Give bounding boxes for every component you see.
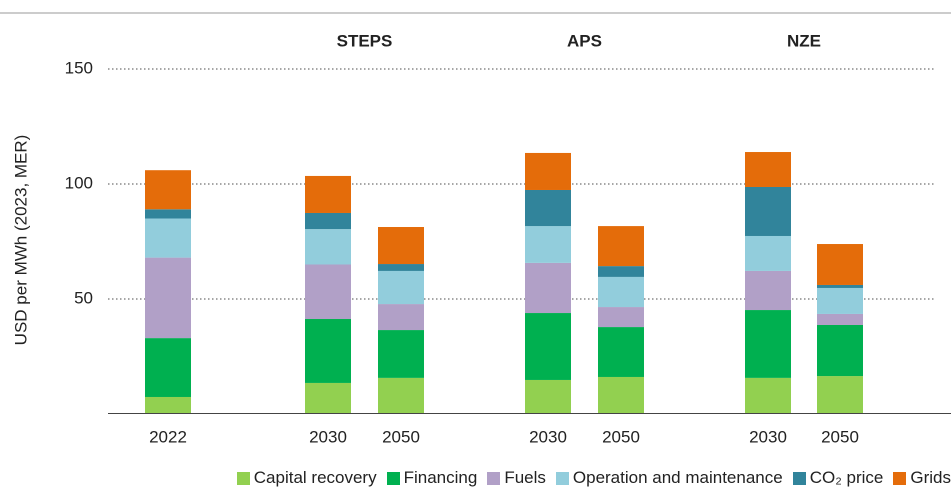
legend-item: Fuels [487, 468, 546, 488]
group-label: STEPS [337, 31, 393, 50]
legend-label: CO₂ price [809, 468, 884, 487]
bar-segment [745, 186, 791, 236]
bar-segment [817, 244, 863, 285]
legend-swatch [487, 471, 501, 485]
bar-segment [745, 270, 791, 311]
bar-segment [598, 307, 644, 328]
bar-segment [745, 310, 791, 378]
legend-item: CO₂ price [792, 468, 884, 488]
x-tick-label: 2022 [149, 427, 187, 446]
bar-segment [145, 170, 191, 210]
bar-segment [525, 262, 571, 314]
bar-segment [525, 189, 571, 227]
y-axis-label: USD per MWh (2023, MER) [11, 135, 30, 346]
x-tick-label: 2030 [749, 427, 787, 446]
bar-segment [305, 319, 351, 383]
bar-segment [525, 152, 571, 190]
x-tick-label: 2050 [602, 427, 640, 446]
x-tick-label: 2050 [821, 427, 859, 446]
bar-segment [525, 379, 571, 414]
bar-segment [378, 270, 424, 305]
legend-swatch [893, 471, 907, 485]
bar-segment [145, 218, 191, 258]
legend-item: Capital recovery [236, 468, 377, 488]
legend-label: Capital recovery [253, 468, 377, 487]
y-tick-label: 150 [65, 58, 93, 77]
bar-segment [745, 377, 791, 414]
bar-segment [145, 396, 191, 414]
bar-segment [817, 313, 863, 325]
bar-segment [817, 287, 863, 314]
x-tick-label: 2050 [382, 427, 420, 446]
bar-segment [305, 212, 351, 230]
bar-segment [378, 264, 424, 271]
bar-segment [305, 382, 351, 414]
legend-swatch [386, 471, 400, 485]
bar-segment [145, 257, 191, 339]
bar-segment [598, 327, 644, 377]
legend-item: Grids [893, 468, 951, 488]
bar-segment [817, 284, 863, 288]
bar-segment [598, 226, 644, 267]
bar-segment [525, 226, 571, 263]
bar-segment [745, 152, 791, 187]
bar-segment [525, 313, 571, 380]
chart: USD per MWh (2023, MER) 50 100 150 2022 2030… [0, 12, 951, 446]
bar-segment [305, 264, 351, 320]
bar-segment [305, 175, 351, 213]
bar-segment [378, 304, 424, 331]
bar-segment [378, 330, 424, 378]
legend: Capital recovery Financing Fuels Operation … [0, 468, 951, 488]
legend-item: Financing [386, 468, 478, 488]
legend-label: Fuels [504, 468, 546, 487]
bar-segment [378, 227, 424, 265]
bar-segment [817, 376, 863, 414]
x-tick-label: 2030 [309, 427, 347, 446]
legend-label: Grids [910, 468, 951, 487]
bar-segment [145, 209, 191, 219]
legend-swatch [236, 471, 250, 485]
x-tick-label: 2030 [529, 427, 567, 446]
y-tick-label: 50 [74, 288, 93, 307]
group-label: NZE [787, 31, 821, 50]
bar-segment [745, 235, 791, 271]
y-tick-label: 100 [65, 173, 93, 192]
legend-item: Operation and maintenance [555, 468, 783, 488]
legend-label: Operation and maintenance [572, 468, 783, 487]
bar-segment [378, 377, 424, 414]
bar-segment [598, 266, 644, 277]
bar-segment [598, 376, 644, 414]
bar-segment [598, 276, 644, 308]
legend-swatch [792, 471, 806, 485]
bar-segment [305, 229, 351, 265]
bar-segment [817, 324, 863, 377]
bar-segment [145, 338, 191, 397]
legend-label: Financing [403, 468, 478, 487]
group-label: APS [567, 31, 602, 50]
legend-swatch [555, 471, 569, 485]
